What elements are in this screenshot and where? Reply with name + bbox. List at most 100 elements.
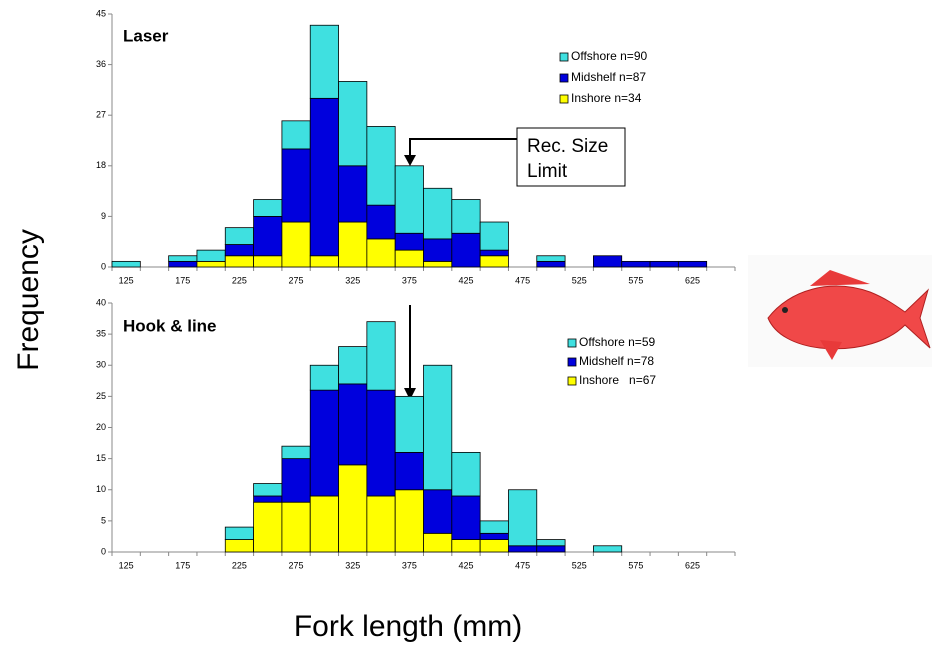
bar-segment bbox=[536, 255, 566, 262]
x-axis-title: Fork length (mm) bbox=[294, 610, 522, 643]
x-tick-label: 475 bbox=[515, 275, 530, 285]
legend-swatch bbox=[559, 94, 569, 104]
x-tick-label: 525 bbox=[572, 560, 587, 570]
y-tick-label: 25 bbox=[96, 391, 106, 401]
bar-segment bbox=[423, 187, 453, 240]
bar-segment bbox=[366, 389, 396, 497]
bar-segment bbox=[394, 165, 424, 234]
bar-segment bbox=[479, 221, 509, 251]
x-tick-label: 575 bbox=[628, 275, 643, 285]
legend-label: Offshore n=59 bbox=[579, 335, 655, 349]
bar-segment bbox=[366, 495, 396, 553]
bar-segment bbox=[196, 249, 226, 262]
x-tick-label: 275 bbox=[289, 560, 304, 570]
x-tick-label: 125 bbox=[119, 560, 134, 570]
annotation-line: Limit bbox=[527, 161, 568, 182]
x-tick-label: 175 bbox=[175, 275, 190, 285]
chart-title: Laser bbox=[123, 26, 169, 45]
bar-segment bbox=[224, 227, 254, 245]
bar-segment bbox=[281, 445, 311, 460]
bar-segment bbox=[423, 532, 453, 553]
legend-label: Midshelf n=87 bbox=[571, 70, 646, 84]
y-tick-label: 9 bbox=[101, 211, 106, 221]
bar-segment bbox=[621, 260, 651, 268]
bar-segment bbox=[253, 483, 283, 497]
bar-segment bbox=[338, 81, 368, 167]
y-tick-label: 5 bbox=[101, 515, 106, 525]
x-tick-label: 275 bbox=[289, 275, 304, 285]
bar-segment bbox=[423, 238, 453, 262]
x-tick-label: 225 bbox=[232, 275, 247, 285]
chart-title: Hook & line bbox=[123, 316, 217, 335]
bar-segment bbox=[309, 255, 339, 268]
y-tick-label: 0 bbox=[101, 546, 106, 556]
bar-segment bbox=[366, 204, 396, 240]
bar-segment bbox=[224, 526, 254, 540]
annotation-line: Rec. Size bbox=[527, 136, 608, 157]
y-tick-label: 45 bbox=[96, 8, 106, 18]
bar-segment bbox=[281, 120, 311, 150]
bar-segment bbox=[479, 249, 509, 257]
bar-segment bbox=[196, 260, 226, 268]
bar-segment bbox=[253, 255, 283, 268]
bar-segment bbox=[451, 539, 481, 553]
bar-segment bbox=[451, 451, 481, 497]
bar-segment bbox=[394, 489, 424, 553]
x-tick-label: 575 bbox=[628, 560, 643, 570]
bar-segment bbox=[366, 126, 396, 206]
y-tick-label: 10 bbox=[96, 484, 106, 494]
legend-swatch bbox=[559, 73, 569, 83]
bar-segment bbox=[366, 238, 396, 268]
bar-segment bbox=[338, 464, 368, 553]
bar-segment bbox=[593, 255, 623, 268]
y-tick-label: 20 bbox=[96, 422, 106, 432]
bar-segment bbox=[508, 545, 538, 553]
bar-segment bbox=[394, 249, 424, 268]
x-tick-label: 325 bbox=[345, 275, 360, 285]
bar-segment bbox=[394, 451, 424, 491]
legend-swatch bbox=[567, 376, 577, 386]
legend-label: Midshelf n=78 bbox=[579, 354, 654, 368]
bar-segment bbox=[253, 495, 283, 503]
bar-segment bbox=[253, 199, 283, 217]
bar-segment bbox=[224, 244, 254, 257]
legend-label: Inshore n=67 bbox=[579, 373, 656, 387]
bar-segment bbox=[309, 495, 339, 553]
size-limit-callout: Rec. Size Limit bbox=[404, 127, 626, 400]
bar-segment bbox=[309, 389, 339, 497]
bar-segment bbox=[536, 545, 566, 553]
bar-segment bbox=[281, 501, 311, 553]
bar-segment bbox=[224, 539, 254, 553]
bar-segment bbox=[677, 260, 708, 268]
y-tick-label: 40 bbox=[96, 297, 106, 307]
legend-swatch bbox=[567, 338, 577, 348]
legend-swatch bbox=[559, 52, 569, 62]
bar-segment bbox=[168, 255, 198, 262]
y-axis-title: Frequency bbox=[12, 229, 45, 371]
bar-segment bbox=[224, 255, 254, 268]
bar-segment bbox=[451, 495, 481, 540]
bar-segment bbox=[394, 232, 424, 251]
y-tick-label: 35 bbox=[96, 329, 106, 339]
bar-segment bbox=[479, 532, 509, 540]
bar-segment bbox=[111, 260, 141, 268]
legend-swatch bbox=[567, 357, 577, 367]
bar-segment bbox=[338, 346, 368, 385]
bar-segment bbox=[309, 24, 339, 99]
bar-segment bbox=[593, 545, 623, 553]
y-tick-label: 27 bbox=[96, 110, 106, 120]
y-tick-label: 30 bbox=[96, 360, 106, 370]
fish-illustration bbox=[748, 255, 932, 367]
y-tick-label: 18 bbox=[96, 160, 106, 170]
x-tick-label: 125 bbox=[119, 275, 134, 285]
x-tick-label: 375 bbox=[402, 560, 417, 570]
bar-segment bbox=[281, 458, 311, 503]
bar-segment bbox=[536, 539, 566, 547]
bar-segment bbox=[536, 260, 566, 268]
bar-segment bbox=[253, 501, 283, 553]
bar-segment bbox=[451, 199, 481, 234]
bar-segment bbox=[338, 165, 368, 223]
bar-segment bbox=[649, 260, 679, 268]
bar-segment bbox=[479, 539, 509, 553]
bar-segment bbox=[479, 520, 509, 534]
